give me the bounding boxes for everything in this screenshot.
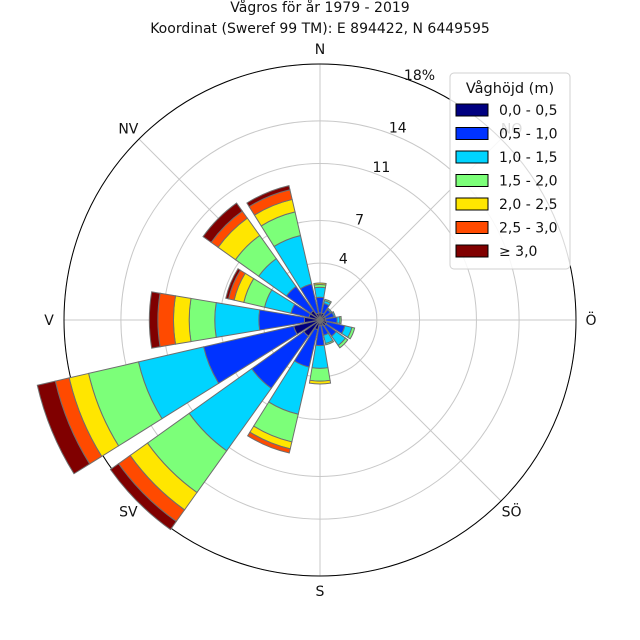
direction-label: S: [316, 584, 325, 600]
bar-dir11-bin6: [36, 380, 91, 475]
direction-label: SÖ: [502, 503, 522, 521]
bar-dir3-bin2: [331, 311, 336, 318]
chart-title: Vågros för år 1979 - 2019: [230, 0, 409, 16]
legend-label: 2,0 - 2,5: [499, 197, 557, 213]
bar-dir0-bin4: [313, 282, 327, 286]
bar-dir9-bin5: [246, 431, 291, 454]
bar-dir10-bin6: [109, 463, 177, 531]
legend-label: 1,0 - 1,5: [499, 150, 557, 166]
legend-swatch: [455, 221, 489, 234]
legend-label: ≥ 3,0: [499, 244, 537, 260]
direction-label: SV: [119, 505, 138, 521]
direction-label: N: [315, 42, 325, 58]
chart-subtitle: Koordinat (Sweref 99 TM): E 894422, N 64…: [150, 21, 490, 37]
legend-swatch: [455, 103, 489, 117]
radial-tick-label: 11: [372, 160, 390, 176]
direction-label: Ö: [585, 311, 596, 329]
bar-dir13-bin6: [225, 268, 242, 300]
bar-dir12-bin5: [157, 292, 177, 348]
direction-label: NV: [118, 121, 138, 137]
bar-dir1-bin3: [323, 298, 332, 304]
legend-swatch: [455, 127, 489, 140]
legend-swatch: [455, 174, 489, 187]
legend: Våghöjd (m) 0,0 - 0,5 0,5 - 1,0 1,0 - 1,5 1,…: [449, 72, 571, 270]
direction-label: V: [44, 313, 54, 329]
radial-tick-label: 18%: [404, 68, 435, 84]
legend-title: Våghöjd (m): [466, 80, 554, 97]
outer-circle: [63, 63, 577, 577]
radial-tick-label: 14: [389, 120, 407, 136]
bar-dir12-bin6: [148, 291, 161, 349]
legend-label: 0,5 - 1,0: [499, 127, 557, 143]
legend-label: 1,5 - 2,0: [499, 174, 557, 190]
bar-dir7-bin3: [324, 339, 335, 346]
bar-dir8-bin3: [309, 367, 331, 382]
radial-tick-label: 4: [339, 252, 348, 268]
legend-frame: [449, 72, 571, 270]
bar-dir8-bin2: [311, 344, 329, 369]
legend-swatch: [455, 150, 489, 164]
bar-dir8-bin4: [308, 379, 332, 385]
radial-tick-label: 7: [355, 212, 364, 228]
bar-dir14-bin6: [202, 202, 244, 244]
bar-dir15-bin6: [246, 184, 291, 208]
bar-dir12-bin4: [173, 295, 192, 345]
legend-label: 0,0 - 0,5: [499, 103, 557, 119]
bar-dir6-bin3: [337, 337, 349, 349]
bar-dir4-bin3: [339, 315, 342, 325]
bar-dir12-bin3: [188, 297, 217, 343]
bar-dir0-bin2: [314, 286, 326, 299]
legend-swatch: [455, 197, 489, 211]
bar-dir2-bin2: [326, 307, 333, 314]
rose-bars: [36, 184, 356, 531]
legend-label: 2,5 - 3,0: [499, 221, 557, 237]
bar-dir5-bin3: [347, 326, 356, 340]
legend-swatch: [455, 244, 489, 258]
bar-dir12-bin2: [214, 302, 261, 338]
